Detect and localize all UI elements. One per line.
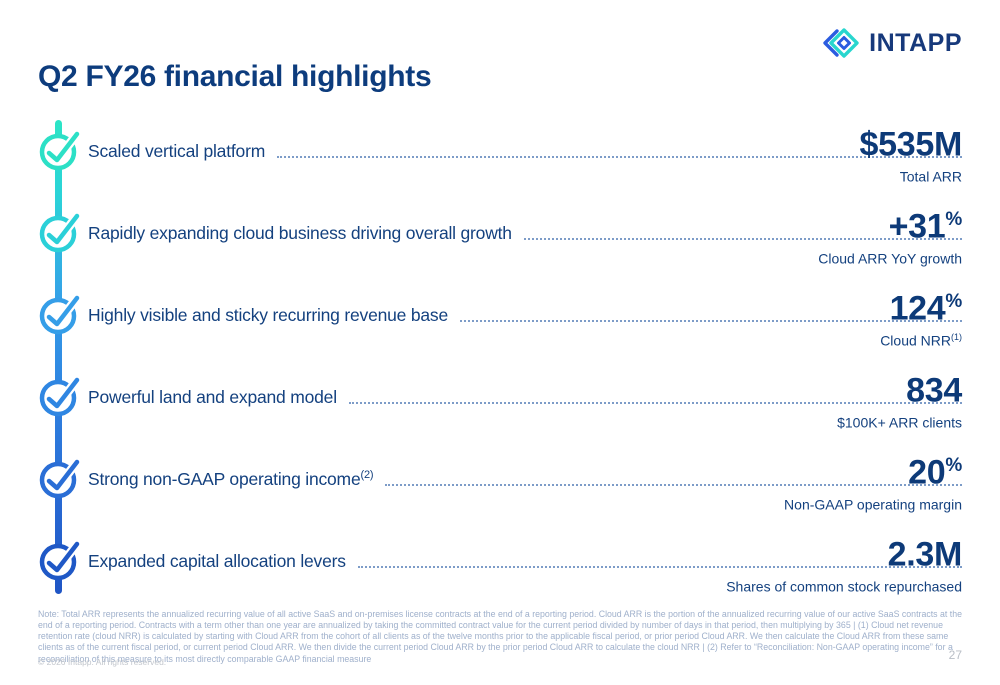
footnote-text: Note: Total ARR represents the annualize… [38,608,963,664]
dotted-leader-line [348,402,962,404]
highlight-row-6: Expanded capital allocation levers 2.3M … [38,521,962,603]
check-circle-icon [39,129,82,171]
highlight-row-3: Highly visible and sticky recurring reve… [38,275,962,357]
metric-value: 124% [889,289,963,328]
check-circle-icon [39,211,82,253]
metric-value: $535M [859,125,963,164]
metric-block: 124% Cloud NRR(1) [880,282,962,349]
metric-block: 834 $100K+ ARR clients [837,364,962,431]
metric-value: 2.3M [887,535,963,574]
dotted-leader-line [357,566,962,568]
intapp-logo-icon [823,28,859,58]
timeline-gradient-line [54,120,62,594]
highlight-row-4: Powerful land and expand model 834 $100K… [38,357,962,439]
highlight-label: Scaled vertical platform [88,141,266,161]
highlight-label: Powerful land and expand model [88,387,337,407]
highlight-label: Expanded capital allocation levers [88,551,346,571]
intapp-logo-text: INTAPP [869,28,962,57]
check-circle-icon [39,293,82,335]
metric-block: 20% Non-GAAP operating margin [784,446,962,513]
metric-block: 2.3M Shares of common stock repurchased [726,528,962,595]
page-number: 27 [948,648,962,662]
highlight-row-2: Rapidly expanding cloud business driving… [38,193,962,275]
dotted-leader-line [523,238,962,240]
metric-sublabel: Cloud NRR(1) [880,332,962,349]
check-circle-icon [39,457,82,499]
highlight-label: Strong non-GAAP operating income(2) [88,469,374,489]
metric-sublabel: Shares of common stock repurchased [726,578,962,595]
intapp-logo: INTAPP [817,24,962,62]
check-circle-icon [39,539,82,581]
page-title: Q2 FY26 financial highlights [38,60,432,93]
highlight-label: Rapidly expanding cloud business driving… [88,223,512,243]
highlight-row-1: Scaled vertical platform $535M Total ARR [38,111,962,193]
metric-value: 834 [906,371,962,410]
metric-value: +31% [888,207,963,246]
copyright-text: © 2026 Intapp. All rights reserved. [38,657,167,667]
metric-block: $535M Total ARR [859,118,963,185]
metric-sublabel: Non-GAAP operating margin [784,496,962,513]
metric-sublabel: Total ARR [899,168,962,185]
highlight-row-5: Strong non-GAAP operating income(2) 20% … [38,439,962,521]
check-circle-icon [39,375,82,417]
dotted-leader-line [460,320,962,322]
metric-sublabel: $100K+ ARR clients [837,414,962,431]
metric-value: 20% [908,453,962,492]
metric-block: +31% Cloud ARR YoY growth [818,200,962,267]
metric-sublabel: Cloud ARR YoY growth [818,250,962,267]
dotted-leader-line [277,156,962,158]
dotted-leader-line [385,484,962,486]
highlight-label: Highly visible and sticky recurring reve… [88,305,449,325]
